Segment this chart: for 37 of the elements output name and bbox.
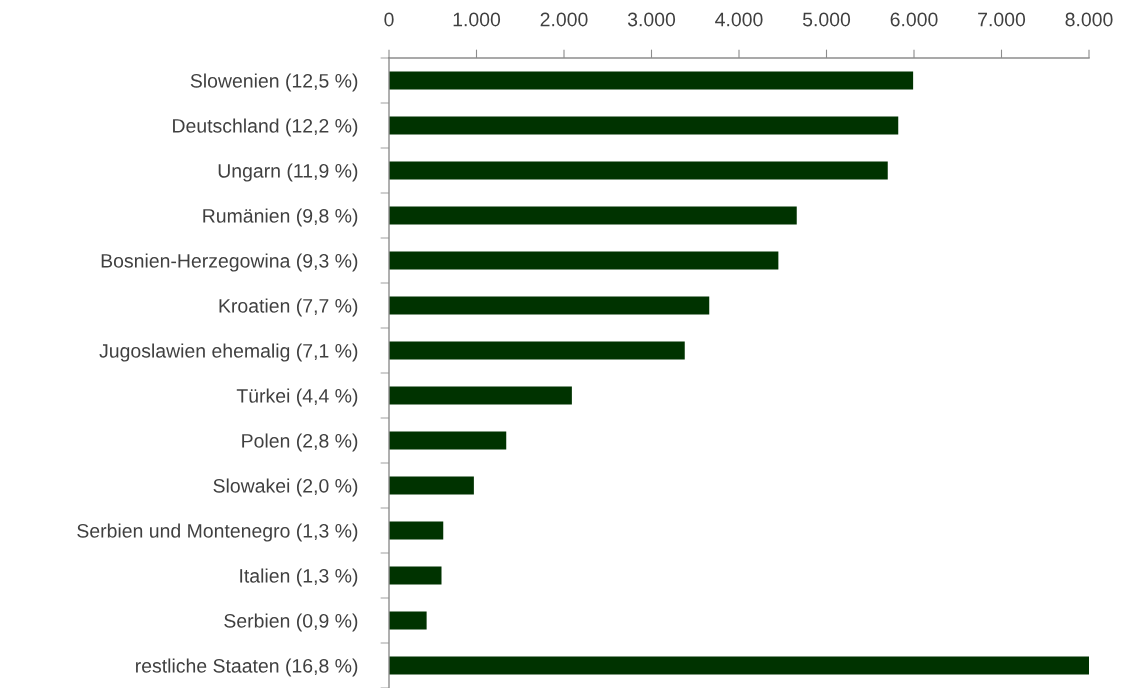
x-tick-label: 7.000 [978,12,1026,27]
bar [389,341,685,360]
y-tick-label: Deutschland (12,2 %) [173,118,358,137]
y-tick-label: Serbien und Montenegro (1,3 %) [77,523,358,542]
bar [389,251,779,270]
y-tick-label: Kroatien (7,7 %) [219,298,358,317]
bar [389,521,444,540]
bar [389,656,1089,675]
y-tick-label: Polen (2,8 %) [242,433,358,452]
y-tick-label: restliche Staaten (16,8 %) [136,658,358,677]
x-tick-label: 8.000 [1065,12,1113,27]
y-tick-label: Slowakei (2,0 %) [213,478,358,497]
x-tick-label: 5.000 [802,12,851,27]
bar [389,296,710,315]
x-tick-label: 2.000 [540,12,588,27]
y-tick-label: Slowenien (12,5 %) [190,73,358,92]
bar [389,431,507,450]
bar [389,386,572,405]
x-tick-label: 4.000 [715,12,763,27]
bar [389,161,888,180]
bar [389,566,442,585]
y-tick-label: Italien (1,3 %) [240,568,358,587]
x-tick-label: 6.000 [890,12,938,27]
bar [389,476,474,495]
y-tick-label: Bosnien-Herzegowina (9,3 %) [101,253,358,272]
bar [389,116,899,135]
y-tick-label: Türkei (4,4 %) [236,388,358,407]
bar [389,71,914,90]
x-tick-label: 3.000 [627,12,676,27]
y-tick-label: Rumänien (9,8 %) [203,208,358,227]
x-tick-label: 1.000 [453,12,501,27]
bar [389,206,797,225]
y-tick-label: Ungarn (11,9 %) [218,163,358,182]
y-tick-label: Jugoslawien ehemalig (7,1 %) [99,343,358,362]
x-tick-label: 0 [384,12,394,27]
y-tick-label: Serbien (0,9 %) [224,613,358,632]
bar [389,611,427,630]
